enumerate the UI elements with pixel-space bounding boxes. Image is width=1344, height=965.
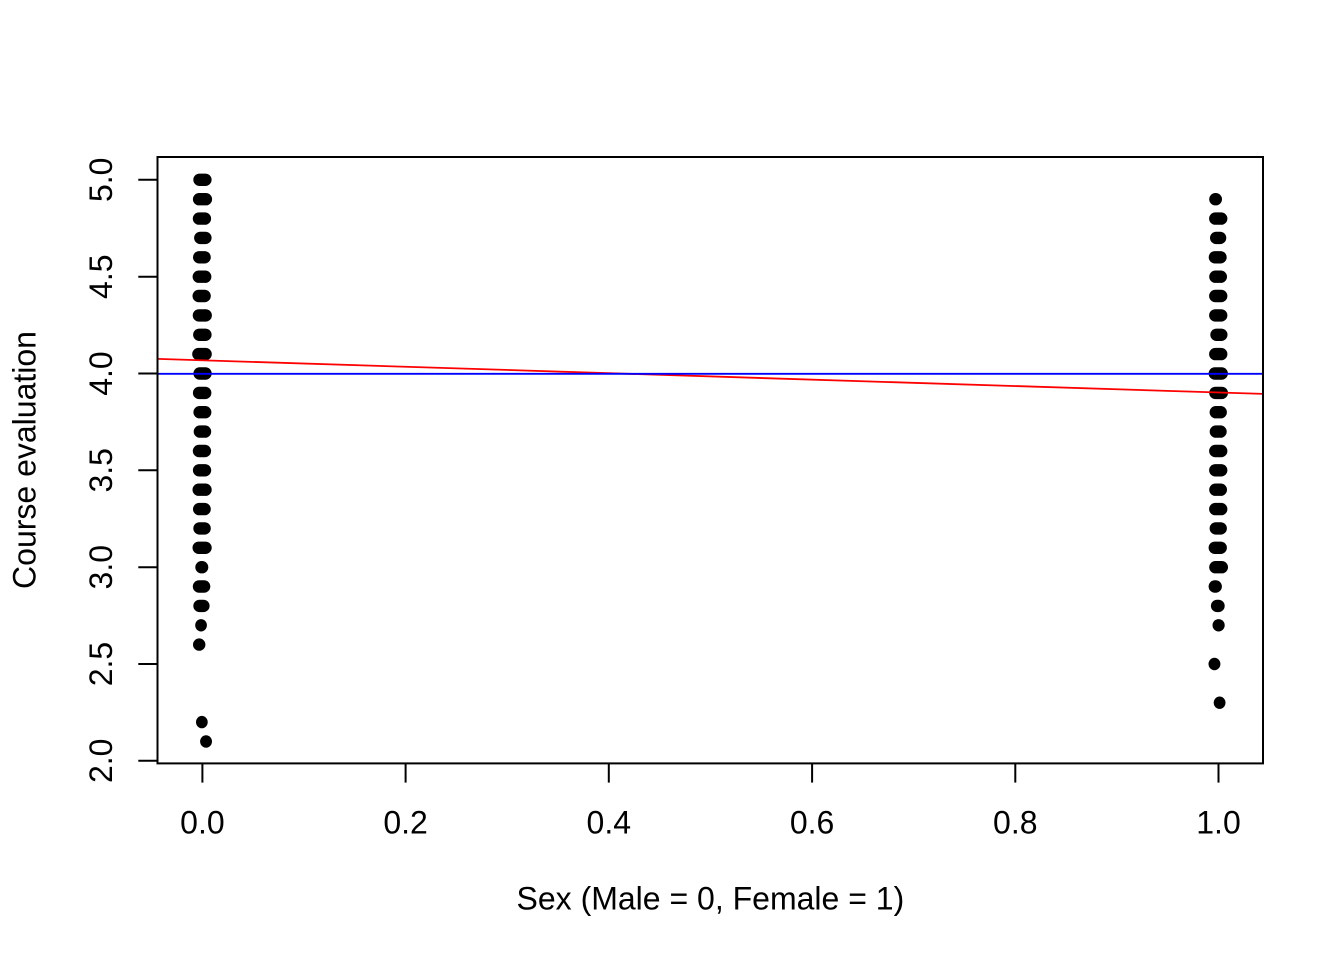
svg-text:0.4: 0.4 [587,804,631,840]
svg-text:0.0: 0.0 [180,804,224,840]
svg-text:0.6: 0.6 [790,804,834,840]
svg-text:2.5: 2.5 [83,642,119,686]
svg-text:2.0: 2.0 [83,739,119,783]
svg-text:0.2: 0.2 [383,804,427,840]
svg-text:Course evaluation: Course evaluation [7,331,43,589]
svg-text:3.5: 3.5 [83,448,119,492]
svg-text:3.0: 3.0 [83,545,119,589]
svg-text:0.8: 0.8 [993,804,1037,840]
svg-text:Sex (Male = 0, Female = 1): Sex (Male = 0, Female = 1) [517,881,905,917]
svg-text:4.5: 4.5 [83,254,119,298]
svg-text:1.0: 1.0 [1196,804,1240,840]
svg-text:5.0: 5.0 [83,158,119,202]
svg-text:4.0: 4.0 [83,351,119,395]
